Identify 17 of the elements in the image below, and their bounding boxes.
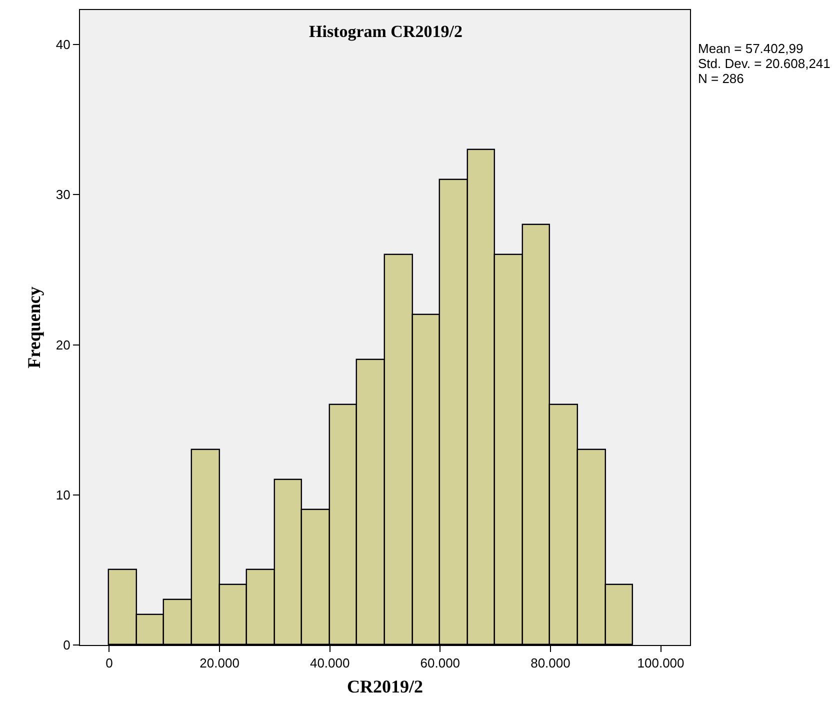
x-tick-label: 40.000 bbox=[310, 656, 350, 671]
y-tick-label: 40 bbox=[56, 37, 70, 52]
x-tick-label: 20.000 bbox=[200, 656, 240, 671]
y-tick-label: 20 bbox=[56, 337, 70, 352]
text: N = 286 bbox=[698, 71, 744, 86]
y-tick-label: 10 bbox=[56, 487, 70, 502]
text: Std. Dev. = 20.608,241 bbox=[698, 56, 830, 71]
x-tick-label: 100.000 bbox=[637, 656, 684, 671]
text: Histogram CR2019/2 bbox=[309, 22, 462, 41]
x-tick-label: 0 bbox=[106, 656, 113, 671]
x-axis-title: CR2019/2 bbox=[347, 676, 423, 697]
text: Mean = 57.402,99 bbox=[698, 41, 804, 56]
x-tick-label: 60.000 bbox=[420, 656, 460, 671]
x-tick-label: 80.000 bbox=[530, 656, 570, 671]
y-tick-label: 30 bbox=[56, 187, 70, 202]
y-axis-title: Frequency bbox=[24, 286, 44, 368]
y-tick-label: 0 bbox=[63, 638, 70, 653]
